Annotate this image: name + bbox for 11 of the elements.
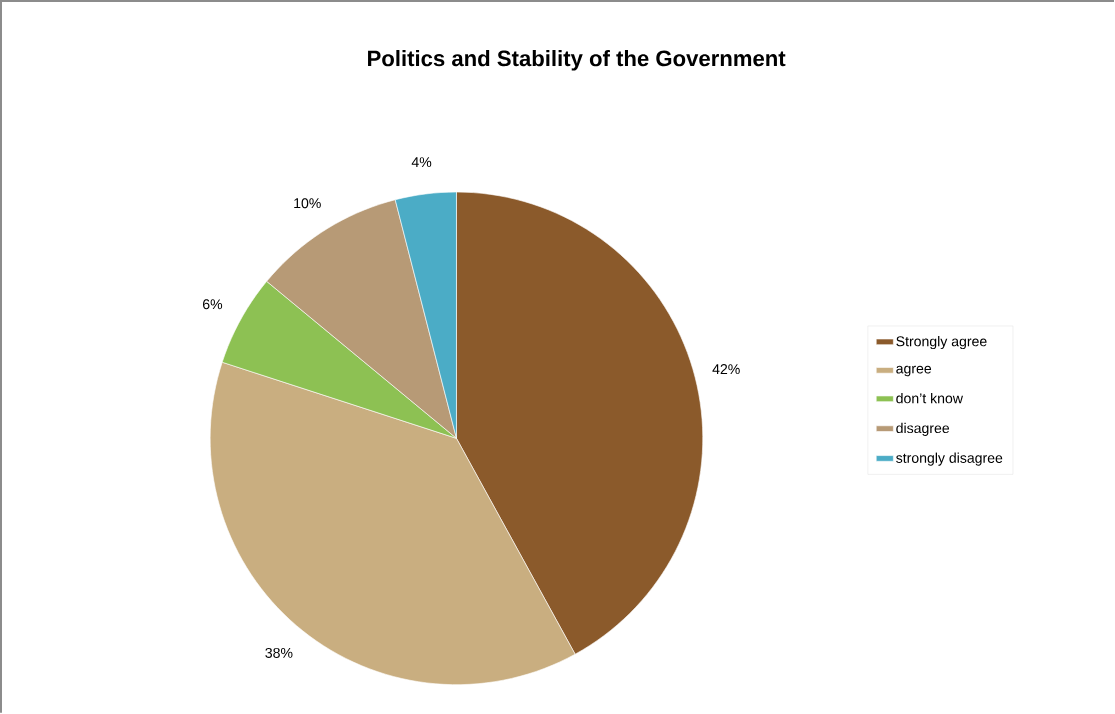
data-label: 38% bbox=[265, 647, 293, 658]
legend-label: disagree bbox=[896, 422, 950, 436]
legend-label: don’t know bbox=[896, 393, 963, 404]
data-label: 4% bbox=[411, 157, 432, 168]
data-label: 10% bbox=[294, 198, 321, 209]
chart-title: Politics and Stability of the Government bbox=[368, 50, 786, 71]
data-label: 6% bbox=[202, 299, 223, 310]
legend-label: strongly disagree bbox=[896, 452, 1003, 466]
legend-label: agree bbox=[896, 365, 932, 377]
legend-label: Strongly agree bbox=[896, 336, 987, 350]
data-label: 42% bbox=[712, 364, 740, 375]
